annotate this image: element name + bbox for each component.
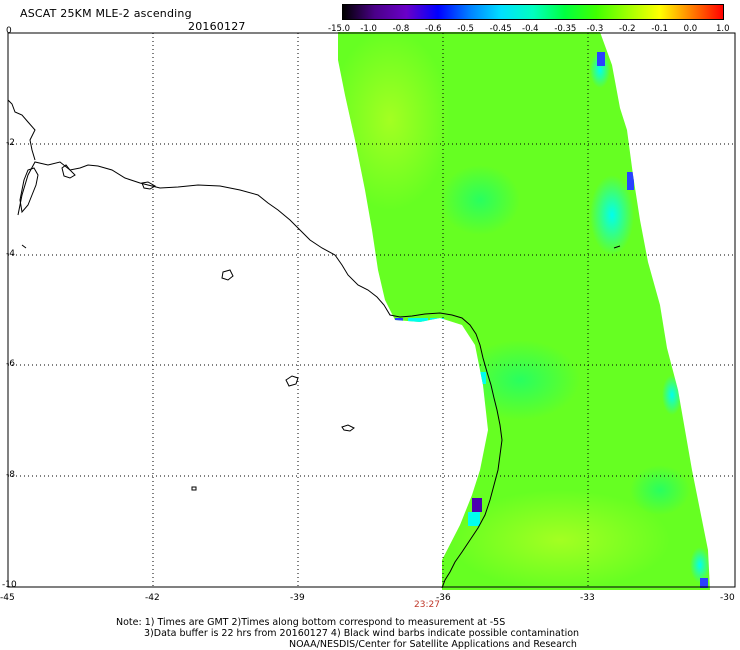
coastline [7,99,621,589]
color-scale-label: 1.0 [716,24,730,34]
color-scale-label: -0.35 [554,24,577,34]
y-tick-0: 0 [6,26,12,36]
x-tick-30: -30 [720,593,735,603]
color-scale-label: -0.6 [425,24,442,34]
x-tick-45: -45 [0,593,15,603]
color-scale-label: -0.45 [489,24,512,34]
color-scale-label: -1.0 [360,24,377,34]
map-frame [7,32,736,588]
y-tick-10: -10 [2,580,17,590]
y-tick-2: -2 [6,138,15,148]
color-scale-label: 0.0 [683,24,698,34]
map-date: 20160127 [188,20,246,33]
x-tick-39: -39 [290,593,305,603]
color-scale-label: -0.2 [619,24,636,34]
color-scale-bar [342,4,724,20]
map-title: ASCAT 25KM MLE-2 ascending [20,7,192,20]
color-scale-label: -0.4 [522,24,539,34]
note-line-1: Note: 1) Times are GMT 2)Times along bot… [116,617,506,628]
color-scale-label: -0.3 [586,24,604,34]
y-tick-6: -6 [6,359,15,369]
x-tick-42: -42 [145,593,160,603]
y-tick-4: -4 [6,249,15,259]
color-scale-label: -0.5 [457,24,474,34]
color-scale-label: -0.8 [392,24,410,34]
x-tick-36: -36 [436,593,451,603]
x-tick-33: -33 [580,593,595,603]
y-tick-8: -8 [6,470,15,480]
color-scale-label: -15.0 [328,24,350,34]
color-scale-label: -0.1 [651,24,668,34]
grid-lines [8,32,735,587]
time-marker: 23:27 [414,600,440,610]
note-line-2: 3)Data buffer is 22 hrs from 20160127 4)… [144,628,580,639]
note-line-3: NOAA/NESDIS/Center for Satellite Applica… [289,639,577,650]
